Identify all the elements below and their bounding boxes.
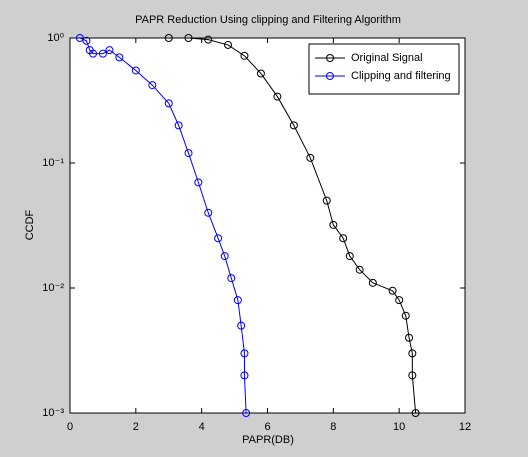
marker [75, 34, 84, 42]
marker [164, 34, 173, 42]
marker [401, 311, 410, 320]
marker [322, 196, 331, 205]
plot-area [69, 37, 466, 414]
chart-title: PAPR Reduction Using clipping and Filter… [135, 14, 401, 26]
y-tick-label: 10⁻² [42, 282, 64, 294]
marker [240, 51, 249, 60]
x-tick-label: 0 [67, 421, 73, 433]
marker [240, 371, 249, 380]
marker [98, 49, 107, 58]
marker [233, 296, 242, 305]
marker [411, 409, 420, 417]
x-axis-label: PAPR(DB) [242, 434, 294, 446]
series-line [168, 37, 417, 414]
marker [405, 333, 414, 342]
y-tick-label: 10⁻¹ [42, 157, 64, 169]
marker [184, 34, 193, 42]
legend-marker [326, 54, 334, 62]
marker [289, 121, 298, 130]
marker [329, 220, 338, 229]
legend-box [308, 43, 460, 95]
x-tick-label: 2 [133, 421, 139, 433]
marker [242, 409, 251, 417]
marker [388, 286, 397, 295]
marker [164, 99, 173, 108]
marker [408, 349, 417, 358]
x-tick-label: 10 [393, 421, 405, 433]
marker [194, 178, 203, 187]
x-tick-label: 8 [330, 421, 336, 433]
legend-label: Clipping and filtering [351, 70, 451, 82]
y-axis-label: CCDF [24, 209, 36, 240]
marker [256, 69, 265, 78]
marker [214, 234, 223, 243]
legend-label: Original Signal [351, 52, 423, 64]
x-tick-label: 6 [264, 421, 270, 433]
marker [105, 46, 114, 55]
marker [148, 81, 157, 90]
marker [89, 49, 98, 58]
y-tick-label: 10⁻³ [42, 407, 64, 419]
x-tick-label: 12 [459, 421, 471, 433]
marker [204, 35, 213, 44]
marker [345, 252, 354, 261]
marker [273, 92, 282, 101]
marker [237, 321, 246, 330]
marker [306, 153, 315, 162]
marker [395, 296, 404, 305]
marker [227, 274, 236, 283]
legend-marker [326, 72, 334, 80]
marker [368, 278, 377, 287]
marker [204, 208, 213, 217]
marker [131, 66, 140, 75]
marker [115, 53, 124, 62]
marker [408, 371, 417, 380]
series-line [79, 37, 247, 414]
marker [339, 234, 348, 243]
marker [355, 265, 364, 274]
marker [224, 40, 232, 49]
marker [184, 149, 193, 158]
marker [240, 349, 249, 358]
marker [174, 121, 183, 130]
y-tick-label: 10⁰ [47, 32, 64, 44]
x-tick-label: 4 [199, 421, 205, 433]
marker [82, 36, 91, 45]
marker [220, 252, 229, 261]
